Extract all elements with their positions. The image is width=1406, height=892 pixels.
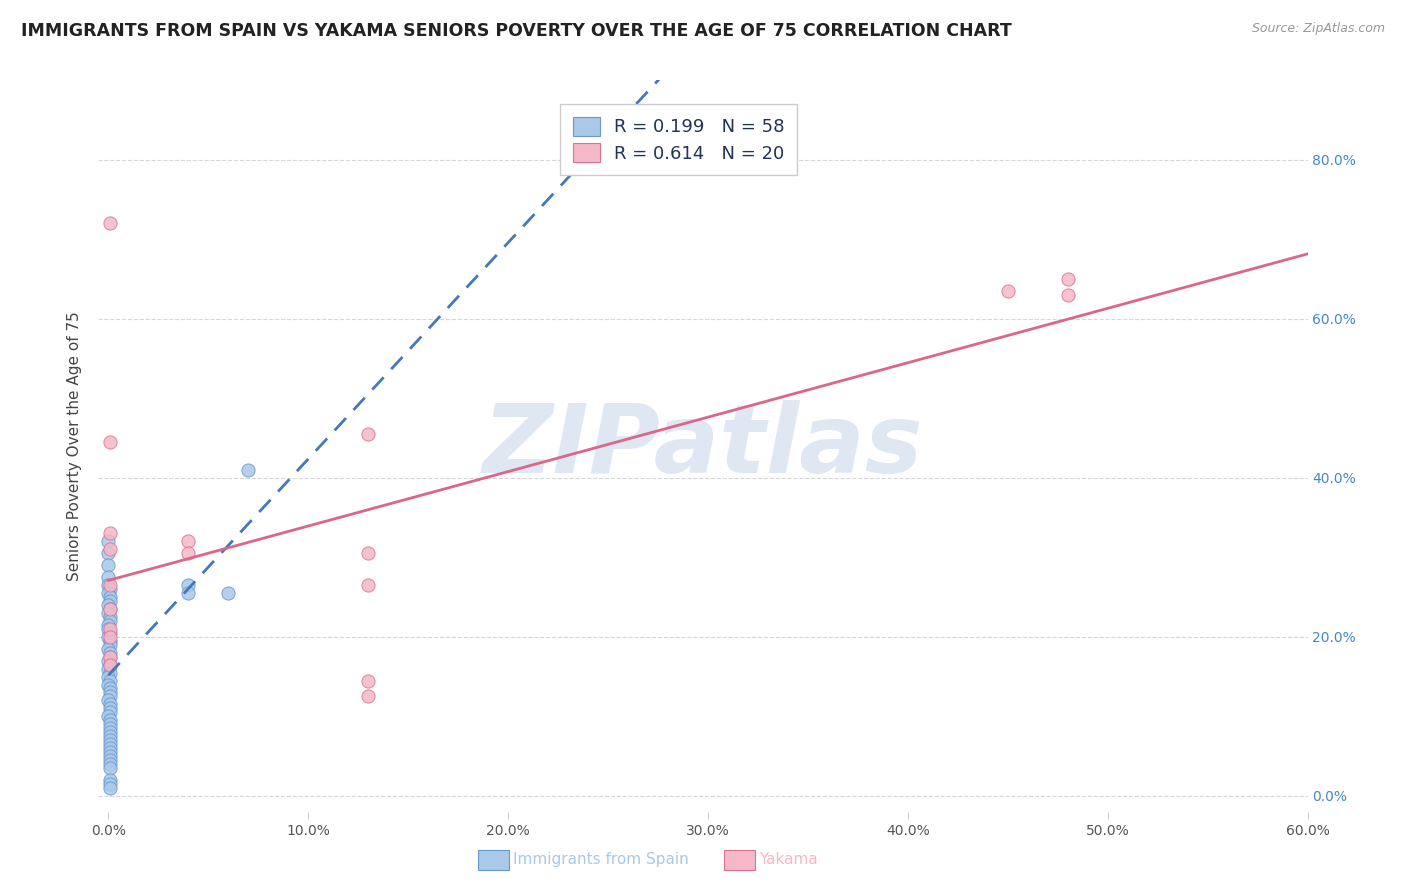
Legend: R = 0.199   N = 58, R = 0.614   N = 20: R = 0.199 N = 58, R = 0.614 N = 20 — [560, 104, 797, 176]
Point — [100, 542, 122, 557]
Point — [217, 586, 239, 600]
Point — [100, 737, 122, 751]
Point — [97, 598, 120, 612]
Point — [100, 646, 122, 660]
Point — [177, 546, 200, 560]
Point — [100, 610, 122, 624]
Point — [100, 594, 122, 608]
Point — [97, 586, 120, 600]
Point — [100, 673, 122, 688]
Point — [100, 602, 122, 616]
Point — [357, 673, 380, 688]
Point — [100, 435, 122, 450]
Point — [100, 602, 122, 616]
Text: Yakama: Yakama — [759, 853, 818, 867]
Point — [97, 693, 120, 707]
Point — [100, 582, 122, 596]
Point — [100, 614, 122, 628]
Point — [97, 534, 120, 549]
Point — [177, 578, 200, 592]
Point — [97, 546, 120, 560]
Point — [100, 698, 122, 712]
Point — [1056, 272, 1078, 286]
Point — [100, 753, 122, 767]
Point — [100, 772, 122, 787]
Point — [100, 657, 122, 672]
Point — [97, 606, 120, 620]
Point — [100, 729, 122, 743]
Point — [357, 690, 380, 704]
Point — [97, 618, 120, 632]
Point — [97, 630, 120, 644]
Text: ZIPatlas: ZIPatlas — [482, 400, 924, 492]
Point — [100, 625, 122, 640]
Point — [357, 427, 380, 442]
Point — [100, 749, 122, 764]
Text: Source: ZipAtlas.com: Source: ZipAtlas.com — [1251, 22, 1385, 36]
Point — [100, 717, 122, 731]
Y-axis label: Seniors Poverty Over the Age of 75: Seniors Poverty Over the Age of 75 — [67, 311, 83, 581]
Point — [1056, 288, 1078, 302]
Point — [100, 741, 122, 756]
Point — [100, 649, 122, 664]
Point — [100, 690, 122, 704]
Point — [997, 284, 1019, 298]
Point — [100, 757, 122, 772]
Point — [97, 669, 120, 683]
Point — [97, 578, 120, 592]
Point — [100, 761, 122, 775]
Point — [100, 701, 122, 715]
Point — [100, 649, 122, 664]
Point — [100, 777, 122, 791]
Point — [100, 685, 122, 699]
Point — [100, 725, 122, 739]
Point — [100, 714, 122, 728]
Point — [357, 578, 380, 592]
Point — [100, 745, 122, 759]
Point — [100, 780, 122, 795]
Point — [97, 622, 120, 636]
Point — [97, 641, 120, 656]
Point — [100, 578, 122, 592]
Point — [100, 733, 122, 747]
Point — [100, 665, 122, 680]
Point — [97, 709, 120, 723]
Point — [97, 570, 120, 584]
Point — [100, 633, 122, 648]
Point — [177, 534, 200, 549]
Point — [97, 558, 120, 573]
Point — [100, 526, 122, 541]
Point — [97, 677, 120, 691]
Point — [97, 654, 120, 668]
Point — [177, 586, 200, 600]
Point — [238, 463, 260, 477]
Text: Immigrants from Spain: Immigrants from Spain — [513, 853, 689, 867]
Point — [100, 657, 122, 672]
Point — [97, 662, 120, 676]
Point — [100, 590, 122, 604]
Point — [100, 706, 122, 720]
Point — [100, 721, 122, 735]
Text: IMMIGRANTS FROM SPAIN VS YAKAMA SENIORS POVERTY OVER THE AGE OF 75 CORRELATION C: IMMIGRANTS FROM SPAIN VS YAKAMA SENIORS … — [21, 22, 1012, 40]
Point — [357, 546, 380, 560]
Point — [100, 216, 122, 230]
Point — [100, 638, 122, 652]
Point — [100, 622, 122, 636]
Point — [100, 681, 122, 696]
Point — [100, 630, 122, 644]
